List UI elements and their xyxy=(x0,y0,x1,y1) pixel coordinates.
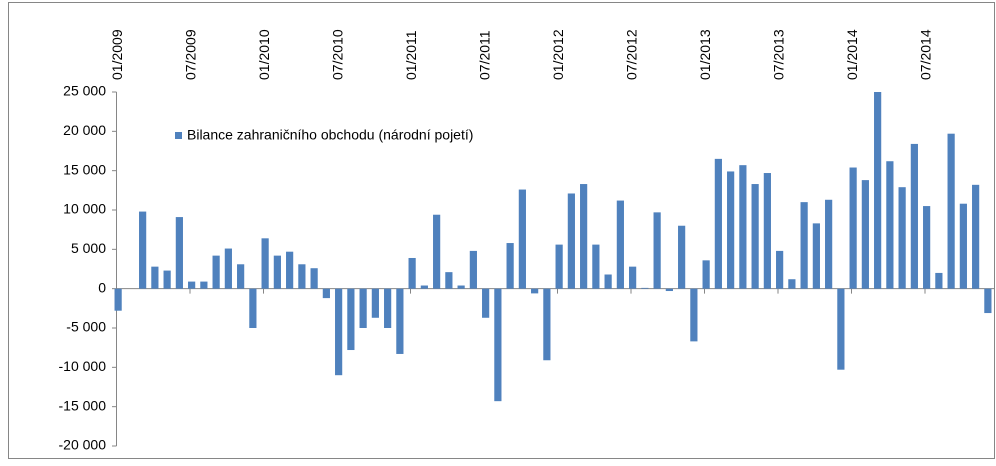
bar xyxy=(396,288,404,354)
bar xyxy=(237,264,245,289)
bar xyxy=(433,214,441,289)
bar xyxy=(200,281,208,289)
bar xyxy=(702,260,710,289)
x-tick-label: 01/2009 xyxy=(109,29,125,80)
bar xyxy=(776,250,784,289)
bar xyxy=(665,288,673,292)
bar xyxy=(788,279,796,289)
y-tick-label: -10 000 xyxy=(59,358,107,374)
y-tick-label: 20 000 xyxy=(63,122,106,138)
bar xyxy=(445,272,453,289)
x-tick-label: 01/2011 xyxy=(403,30,419,80)
y-tick-label: 10 000 xyxy=(63,201,106,217)
bar xyxy=(457,285,465,289)
bar xyxy=(359,288,367,328)
bar xyxy=(151,266,159,289)
y-tick-label: 0 xyxy=(98,279,106,295)
bar xyxy=(592,244,600,289)
bar xyxy=(837,288,845,370)
bar xyxy=(616,200,624,289)
bar xyxy=(469,250,477,289)
y-tick-label: 25 000 xyxy=(63,83,106,99)
bar xyxy=(714,158,722,289)
bar xyxy=(959,203,967,289)
bar xyxy=(286,251,294,289)
bar xyxy=(224,248,232,289)
x-tick-label: 01/2012 xyxy=(550,29,566,80)
x-tick-label: 07/2011 xyxy=(476,30,492,80)
bar xyxy=(910,143,918,289)
bar xyxy=(543,288,551,361)
y-tick-label: -5 000 xyxy=(66,319,106,335)
bar xyxy=(923,206,931,289)
bar xyxy=(298,264,306,289)
x-tick-label: 01/2013 xyxy=(697,29,713,80)
bar xyxy=(384,288,392,328)
bar xyxy=(163,270,171,289)
y-tick-label: 5 000 xyxy=(71,240,106,256)
bar xyxy=(139,211,147,289)
y-tick-label: 15 000 xyxy=(63,161,106,177)
bar xyxy=(812,223,820,289)
bar xyxy=(249,288,257,328)
bar xyxy=(347,288,355,351)
bar xyxy=(518,189,526,289)
bar xyxy=(420,285,428,289)
bar xyxy=(261,238,269,289)
legend-swatch xyxy=(175,132,182,139)
bar xyxy=(800,202,808,289)
bar xyxy=(322,288,330,299)
bar xyxy=(506,243,514,289)
bar xyxy=(494,288,502,402)
bar xyxy=(114,288,122,311)
bar xyxy=(482,288,490,318)
bar xyxy=(653,212,661,289)
bar xyxy=(849,167,857,289)
bar xyxy=(641,287,649,289)
bar xyxy=(678,225,686,289)
bar xyxy=(604,274,612,289)
bar xyxy=(212,255,220,289)
x-tick-label: 07/2010 xyxy=(329,29,345,80)
bar xyxy=(335,288,343,376)
y-tick-label: -15 000 xyxy=(59,397,107,413)
bar xyxy=(408,257,416,289)
bar xyxy=(371,288,379,318)
y-tick-label: -20 000 xyxy=(59,437,107,453)
bar xyxy=(690,288,698,342)
bar xyxy=(727,171,735,289)
x-tick-label: 07/2014 xyxy=(917,29,933,80)
bar xyxy=(310,268,318,289)
legend-label: Bilance zahraničního obchodu (národní po… xyxy=(187,127,473,143)
x-tick-label: 01/2014 xyxy=(844,29,860,80)
bar xyxy=(531,288,539,294)
bar xyxy=(886,161,894,289)
bar xyxy=(567,193,575,289)
bar xyxy=(898,187,906,289)
bar xyxy=(175,217,183,289)
bar xyxy=(763,173,771,289)
bar xyxy=(972,184,980,289)
x-tick-label: 07/2009 xyxy=(182,29,198,80)
bar xyxy=(629,266,637,289)
bar xyxy=(580,184,588,289)
x-tick-label: 01/2010 xyxy=(256,29,272,80)
bar xyxy=(751,184,759,289)
bar xyxy=(984,288,992,314)
bar xyxy=(874,92,882,289)
bar xyxy=(861,180,869,289)
bar xyxy=(739,165,747,289)
bar xyxy=(825,199,833,289)
bar xyxy=(555,244,563,289)
x-tick-label: 07/2012 xyxy=(623,29,639,80)
bar xyxy=(947,133,955,289)
bar xyxy=(935,272,943,289)
bar xyxy=(188,281,196,289)
bar xyxy=(273,255,281,289)
x-tick-label: 07/2013 xyxy=(770,29,786,80)
